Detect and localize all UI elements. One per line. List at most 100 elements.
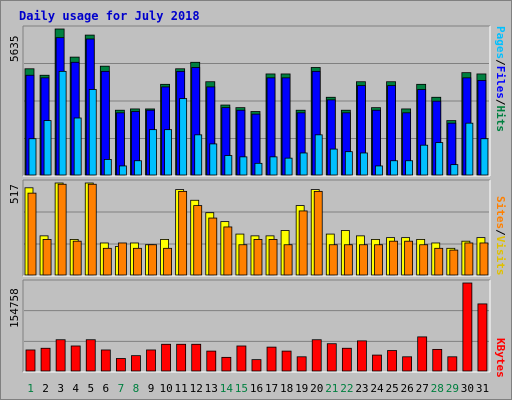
bar-kbytes-28: [432, 348, 443, 372]
bar-kbytes-7: [115, 358, 126, 372]
x-tick-label-1: 1: [27, 382, 34, 395]
bar-pages-10: [164, 129, 172, 176]
bar-sites-28: [434, 247, 444, 276]
legend-sep-1: /: [494, 59, 507, 66]
bar-sites-20: [313, 190, 323, 276]
bar-kbytes-3: [55, 339, 66, 372]
legend-hits: Hits: [494, 105, 507, 133]
bar-pages-9: [149, 129, 157, 176]
x-tick-label-8: 8: [133, 382, 140, 395]
bar-pages-22: [344, 151, 353, 176]
bar-sites-16: [253, 239, 263, 276]
bar-sites-26: [404, 240, 414, 276]
bar-kbytes-19: [296, 356, 307, 372]
bar-sites-22: [343, 244, 353, 276]
bar-kbytes-1: [25, 349, 36, 372]
x-tick-label-15: 15: [235, 382, 248, 395]
bar-kbytes-18: [281, 350, 292, 372]
bar-pages-20: [314, 134, 323, 176]
bar-pages-6: [103, 159, 112, 176]
bar-kbytes-6: [100, 349, 111, 372]
legend-files: Files: [494, 65, 507, 99]
legend-sites: Sites: [494, 196, 507, 230]
bar-sites-17: [268, 239, 278, 276]
bar-kbytes-11: [176, 343, 187, 372]
x-tick-label-23: 23: [355, 382, 368, 395]
x-tick-label-25: 25: [385, 382, 398, 395]
bar-kbytes-14: [221, 356, 232, 372]
x-tick-label-30: 30: [461, 382, 474, 395]
bar-sites-8: [133, 247, 142, 276]
bar-kbytes-15: [236, 345, 247, 372]
bar-pages-7: [118, 165, 127, 176]
bar-sites-10: [163, 247, 172, 276]
x-tick-label-19: 19: [295, 382, 308, 395]
bar-pages-23: [360, 152, 368, 176]
bar-pages-11: [179, 98, 188, 176]
bar-sites-4: [72, 240, 82, 276]
bar-pages-18: [284, 157, 293, 176]
x-tick-label-17: 17: [265, 382, 278, 395]
bar-sites-25: [389, 240, 398, 276]
bar-pages-28: [435, 142, 444, 176]
bar-kbytes-16: [251, 359, 262, 372]
bar-kbytes-31: [477, 303, 488, 372]
x-tick-label-22: 22: [340, 382, 353, 395]
bar-kbytes-13: [206, 350, 217, 372]
bar-sites-30: [464, 242, 474, 276]
bar-pages-31: [480, 138, 489, 176]
legend-sep-3: /: [494, 229, 507, 236]
bar-pages-17: [269, 156, 278, 176]
legend-hits-files-pages: Pages/Files/Hits: [494, 26, 507, 132]
bar-sites-2: [42, 239, 52, 276]
x-tick-label-9: 9: [148, 382, 155, 395]
bar-pages-5: [88, 89, 97, 176]
bar-sites-7: [117, 242, 127, 276]
bar-sites-31: [479, 242, 489, 276]
x-tick-label-16: 16: [250, 382, 263, 395]
x-tick-label-14: 14: [220, 382, 234, 395]
bar-sites-23: [359, 244, 368, 276]
bar-kbytes-2: [40, 347, 51, 372]
x-tick-label-7: 7: [118, 382, 125, 395]
bar-kbytes-4: [70, 345, 81, 372]
bar-kbytes-5: [85, 339, 96, 372]
x-tick-label-18: 18: [280, 382, 293, 395]
bar-sites-27: [419, 244, 429, 276]
bar-kbytes-21: [326, 343, 337, 372]
bar-kbytes-24: [372, 354, 382, 372]
x-tick-label-24: 24: [370, 382, 384, 395]
bar-sites-15: [238, 244, 248, 276]
bar-sites-5: [87, 183, 97, 276]
bar-kbytes-26: [402, 356, 413, 372]
bar-files-24: [372, 109, 381, 176]
bar-pages-3: [58, 70, 67, 176]
legend-visits-sites: Sites/Visits: [494, 196, 507, 276]
bar-pages-12: [194, 134, 203, 176]
legend-pages: Pages: [494, 26, 507, 60]
x-tick-label-10: 10: [159, 382, 172, 395]
bar-sites-11: [178, 190, 188, 276]
x-tick-label-12: 12: [190, 382, 203, 395]
legend-kbytes-label: KBytes: [494, 338, 507, 378]
bar-pages-13: [209, 143, 218, 176]
bar-sites-1: [27, 192, 37, 276]
bar-sites-12: [193, 205, 203, 276]
x-tick-label-3: 3: [57, 382, 64, 395]
x-tick-label-2: 2: [42, 382, 49, 395]
x-tick-label-21: 21: [325, 382, 338, 395]
legend-kbytes: KBytes: [494, 338, 507, 378]
bar-sites-18: [283, 244, 293, 276]
bar-kbytes-17: [266, 346, 277, 372]
bar-sites-24: [374, 244, 383, 276]
bar-sites-6: [102, 247, 112, 276]
bar-pages-24: [375, 165, 383, 176]
bar-pages-15: [239, 156, 248, 176]
bar-pages-21: [329, 148, 338, 176]
bar-pages-4: [73, 117, 82, 176]
bar-pages-14: [224, 155, 233, 176]
x-tick-label-26: 26: [401, 382, 414, 395]
bar-pages-16: [254, 162, 263, 176]
bar-sites-3: [57, 183, 67, 276]
